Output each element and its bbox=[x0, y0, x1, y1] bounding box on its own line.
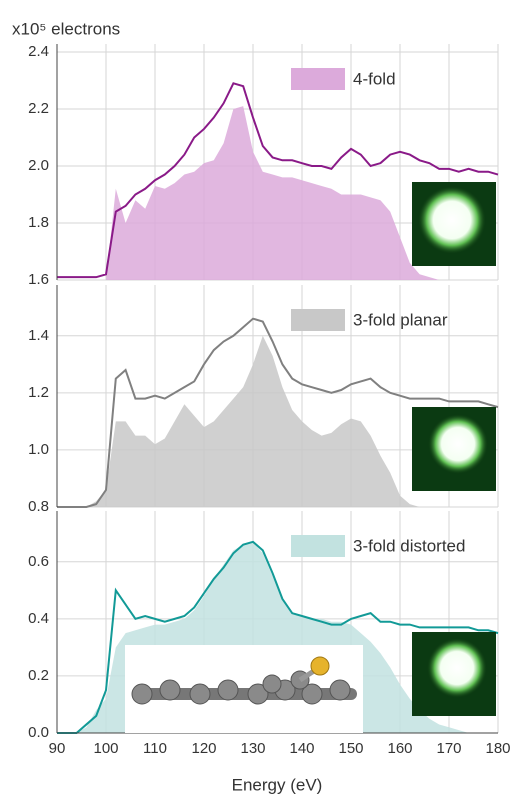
legend-label: 4-fold bbox=[353, 69, 396, 88]
molecule-inset bbox=[125, 645, 363, 733]
x-axis-label: Energy (eV) bbox=[232, 775, 323, 794]
x-tick-label: 150 bbox=[338, 740, 363, 757]
y-tick-label: 1.8 bbox=[28, 214, 49, 231]
line bbox=[57, 82, 499, 279]
legend-swatch bbox=[291, 309, 345, 331]
y-tick-label: 2.2 bbox=[28, 100, 49, 117]
y-tick-label: 1.0 bbox=[28, 441, 49, 458]
x-tick-label: 180 bbox=[485, 740, 510, 757]
y-tick-label: 2.4 bbox=[28, 43, 49, 60]
x-tick-label: 170 bbox=[436, 740, 461, 757]
legend-label: 3-fold planar bbox=[353, 310, 448, 329]
y-tick-label: 0.8 bbox=[28, 498, 49, 515]
line bbox=[57, 317, 499, 508]
inset-1 bbox=[412, 182, 496, 266]
area bbox=[57, 335, 498, 507]
x-tick-label: 160 bbox=[387, 740, 412, 757]
x-tick-label: 130 bbox=[240, 740, 265, 757]
x-tick-label: 120 bbox=[191, 740, 216, 757]
legend-label: 3-fold distorted bbox=[353, 536, 465, 555]
y-tick-label: 1.2 bbox=[28, 384, 49, 401]
panel: 4-fold 1.6 1.8 2.0 2.2 2.4 bbox=[28, 43, 499, 288]
y-tick-label: 1.6 bbox=[28, 271, 49, 288]
line bbox=[57, 540, 499, 734]
y-tick-label: 1.4 bbox=[28, 327, 49, 344]
y-tick-label: 0.6 bbox=[28, 553, 49, 570]
x-tick-label: 90 bbox=[49, 740, 66, 757]
y-tick-label: 0.4 bbox=[28, 610, 49, 627]
y-tick-label: 0.0 bbox=[28, 724, 49, 741]
x-tick-label: 110 bbox=[143, 740, 167, 757]
y-tick-label: 0.2 bbox=[28, 667, 49, 684]
y-axis-label: x10⁵ electrons bbox=[12, 19, 120, 38]
legend-swatch bbox=[291, 535, 345, 557]
y-tick-label: 2.0 bbox=[28, 157, 49, 174]
x-tick-label: 140 bbox=[289, 740, 314, 757]
x-tick-label: 100 bbox=[93, 740, 118, 757]
legend-swatch bbox=[291, 68, 345, 90]
area bbox=[57, 106, 498, 281]
inset-3 bbox=[412, 632, 496, 716]
inset-2 bbox=[412, 407, 496, 491]
